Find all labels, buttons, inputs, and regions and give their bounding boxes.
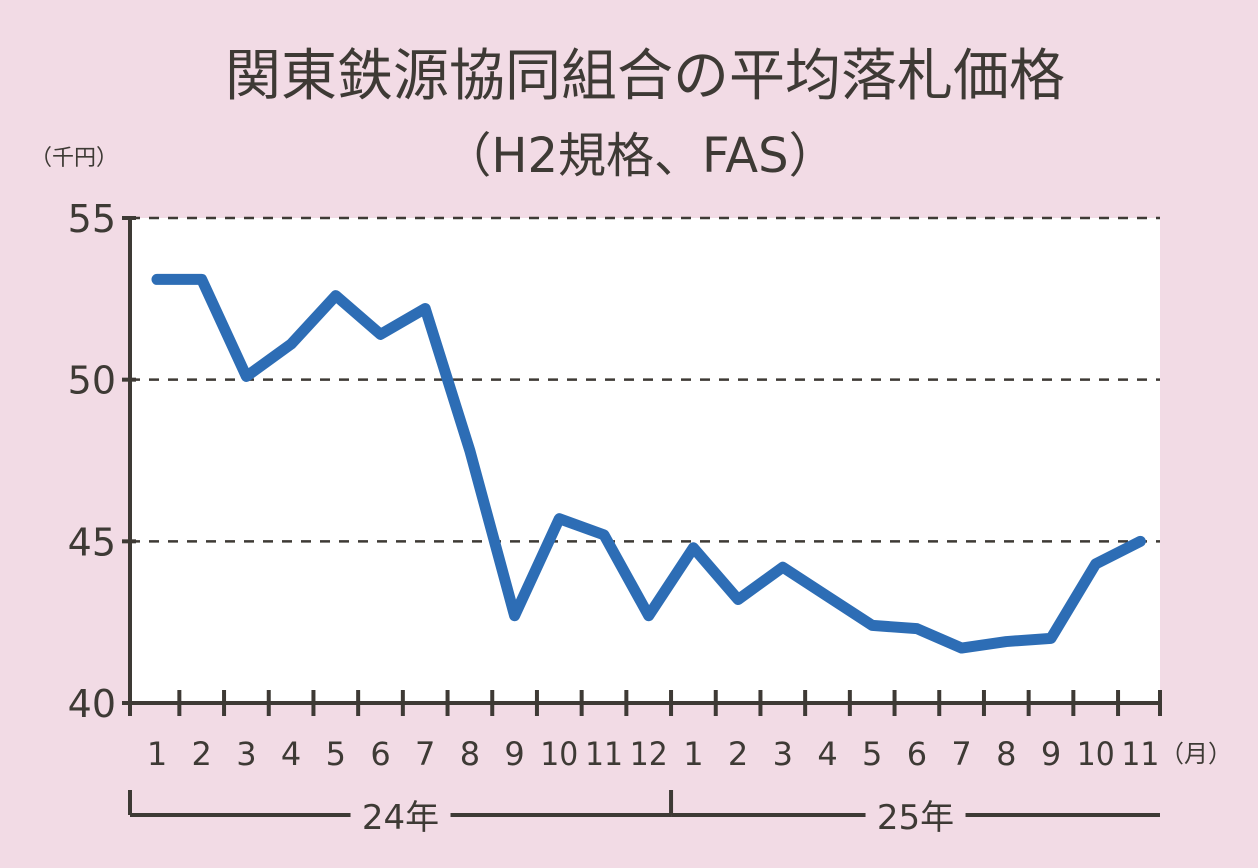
x-tick-label: 3 xyxy=(236,735,256,773)
x-tick-label: 1 xyxy=(147,735,167,773)
x-tick-label: 5 xyxy=(862,735,882,773)
x-tick-label: 6 xyxy=(370,735,390,773)
y-tick-label: 50 xyxy=(68,359,116,403)
year-label: 25年 xyxy=(877,798,954,838)
x-tick-label: 8 xyxy=(460,735,480,773)
x-tick-label: 12 xyxy=(630,735,668,773)
x-tick-label: 5 xyxy=(326,735,346,773)
chart-subtitle: （H2規格、FAS） xyxy=(443,128,836,184)
y-axis-unit: （千円） xyxy=(30,146,118,171)
x-tick-label: 1 xyxy=(683,735,703,773)
plot-area xyxy=(130,218,1160,703)
year-label: 24年 xyxy=(362,798,439,838)
x-tick-label: 9 xyxy=(504,735,524,773)
x-tick-label: 11 xyxy=(585,735,623,773)
y-tick-label: 40 xyxy=(68,682,116,726)
x-tick-label: 9 xyxy=(1041,735,1061,773)
x-tick-label: 7 xyxy=(951,735,971,773)
x-tick-label: 7 xyxy=(415,735,435,773)
x-tick-label: 8 xyxy=(996,735,1016,773)
x-tick-label: 10 xyxy=(540,735,578,773)
x-tick-label: 11 xyxy=(1121,735,1159,773)
x-tick-label: 3 xyxy=(773,735,793,773)
y-tick-label: 45 xyxy=(68,520,116,564)
x-tick-label: 4 xyxy=(281,735,301,773)
x-tick-label: 2 xyxy=(192,735,212,773)
x-tick-label: 4 xyxy=(817,735,837,773)
x-tick-label: 10 xyxy=(1077,735,1115,773)
y-tick-label: 55 xyxy=(68,197,116,241)
x-tick-label: 2 xyxy=(728,735,748,773)
chart-title: 関東鉄源協同組合の平均落札価格 xyxy=(225,44,1065,109)
x-axis-unit: （月） xyxy=(1160,740,1232,768)
x-tick-label: 6 xyxy=(907,735,927,773)
